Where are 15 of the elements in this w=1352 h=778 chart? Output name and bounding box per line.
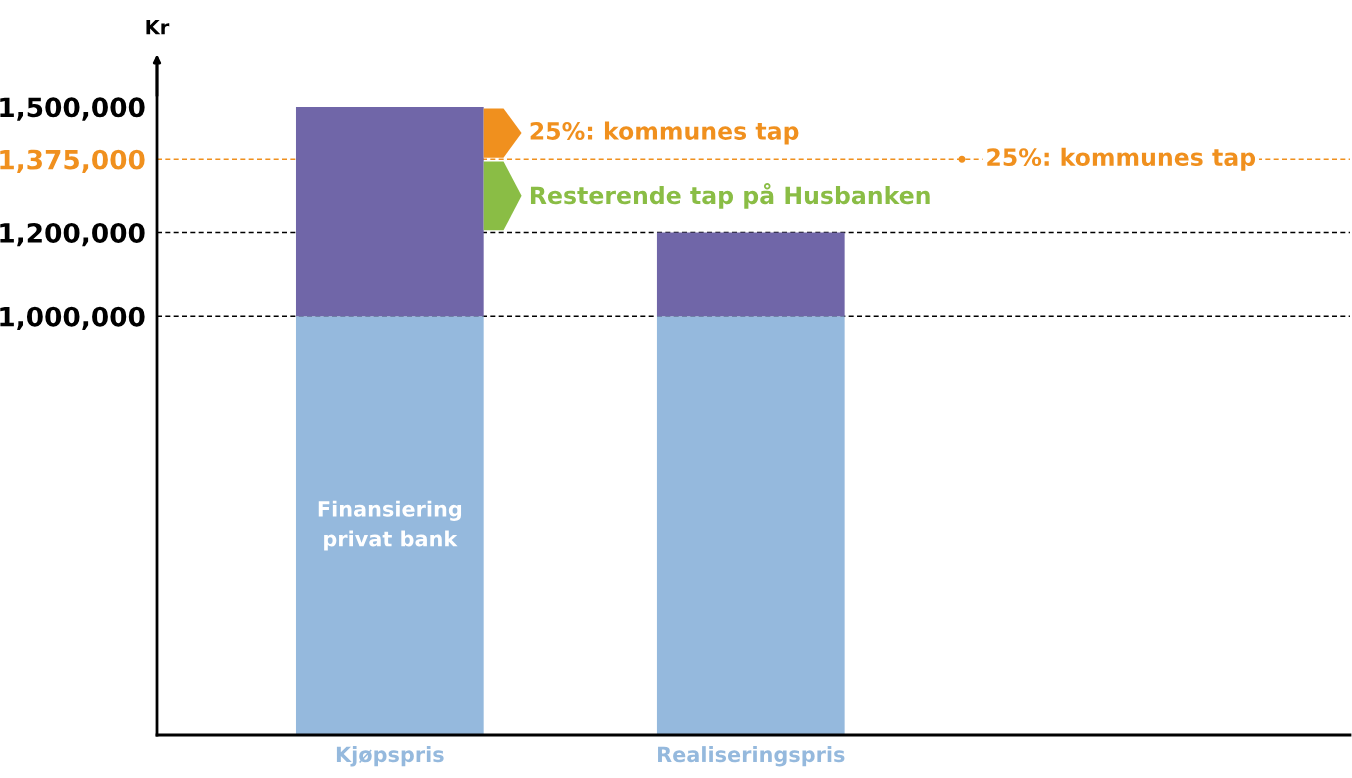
series-label: Finansiering privat bank — [318, 500, 462, 551]
bar — [656, 316, 845, 735]
x-tick-label: Realiseringspris — [658, 746, 845, 767]
y-axis-title: Kr — [146, 19, 170, 35]
y-tick-label: 1,375,000 — [0, 149, 145, 173]
y-tick-label: 1,500,000 — [0, 97, 145, 121]
annotation: 25%: kommunes tap — [530, 121, 799, 145]
x-tick-label: Kjøpspris — [336, 746, 444, 767]
bar — [295, 316, 484, 735]
bar — [295, 106, 484, 317]
ref-line-label: 25%: kommunes tap — [987, 147, 1256, 171]
annotation: Resterende tap på Husbanken — [530, 182, 930, 209]
y-tick-label: 1,200,000 — [0, 222, 145, 247]
bar — [656, 232, 845, 317]
y-tick-label: 1,000,000 — [0, 306, 145, 331]
